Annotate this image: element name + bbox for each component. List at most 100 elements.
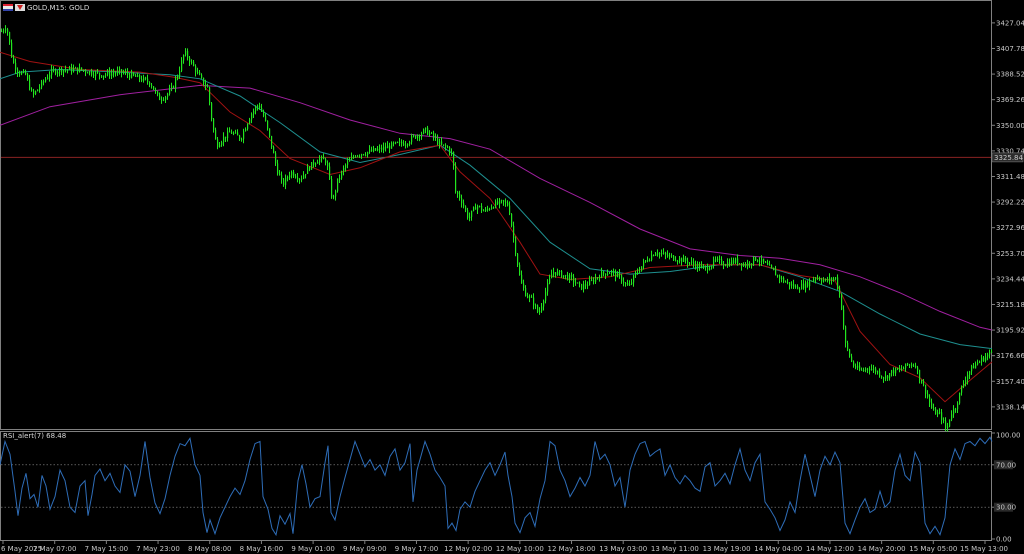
- candle-body: [435, 137, 437, 139]
- indicator-subwindow-frame[interactable]: [0, 431, 992, 541]
- candle-body: [51, 69, 53, 75]
- candle-body: [455, 165, 457, 192]
- candle-body: [361, 154, 363, 156]
- candle-body: [53, 69, 55, 71]
- one-click-trading-icon[interactable]: [15, 4, 25, 11]
- candle-body: [797, 286, 799, 290]
- candle-body: [41, 81, 43, 88]
- candle-body: [763, 258, 765, 262]
- candle-body: [863, 370, 865, 372]
- candle-body: [677, 260, 679, 262]
- candle-body: [619, 273, 621, 276]
- candle-body: [211, 103, 213, 119]
- candle-body: [941, 412, 943, 420]
- candle-body: [693, 261, 695, 265]
- candle-body: [527, 296, 529, 298]
- candle-body: [581, 283, 583, 290]
- candle-body: [419, 135, 421, 137]
- price-axis[interactable]: 3427.04 3407.78 3388.52 3369.26 3350.00 3330.…: [992, 19, 1024, 411]
- candle-body: [301, 178, 303, 180]
- candle-body: [729, 262, 731, 266]
- time-tick-label: 8 May 08:00: [188, 545, 232, 553]
- candle-body: [337, 178, 339, 192]
- candle-body: [849, 349, 851, 357]
- candle-body: [45, 79, 47, 82]
- candle-body: [969, 371, 971, 375]
- candle-body: [321, 156, 323, 159]
- candle-body: [133, 72, 135, 76]
- candle-body: [475, 207, 477, 210]
- time-tick-label: 15 May 05:00: [909, 545, 957, 553]
- candle-body: [909, 364, 911, 366]
- candle-body: [757, 260, 759, 262]
- candle-body: [983, 357, 985, 361]
- candle-body: [167, 93, 169, 97]
- candle-body: [15, 62, 17, 70]
- time-tick-label: 14 May 20:00: [858, 545, 906, 553]
- candle-body: [189, 57, 191, 63]
- candle-body: [223, 136, 225, 143]
- candle-body: [535, 305, 537, 307]
- candle-body: [353, 156, 355, 158]
- candle-body: [427, 127, 429, 135]
- candle-body: [119, 69, 121, 71]
- candle-body: [561, 271, 563, 278]
- candle-body: [141, 79, 143, 81]
- candle-body: [279, 173, 281, 176]
- candle-body: [101, 75, 103, 78]
- candle-body: [747, 262, 749, 267]
- candle-body: [369, 149, 371, 153]
- candle-body: [697, 263, 699, 268]
- time-tick-label: 12 May 18:00: [548, 545, 596, 553]
- candle-body: [579, 282, 581, 284]
- candle-body: [1, 31, 3, 33]
- candle-body: [39, 87, 41, 90]
- candle-body: [733, 260, 735, 263]
- candle-body: [27, 74, 29, 80]
- candle-body: [649, 260, 651, 262]
- candle-body: [293, 171, 295, 177]
- candle-body: [467, 210, 469, 218]
- time-tick-label: 9 May 01:00: [291, 545, 335, 553]
- candle-body: [799, 289, 801, 291]
- candle-body: [499, 200, 501, 204]
- candle-body: [19, 72, 21, 75]
- candle-body: [187, 50, 189, 58]
- candle-body: [333, 196, 335, 198]
- candle-body: [645, 260, 647, 262]
- candle-body: [465, 206, 467, 211]
- candle-body: [935, 408, 937, 415]
- candle-body: [99, 72, 101, 76]
- ma-mid-line: [0, 68, 993, 350]
- candle-body: [635, 272, 637, 276]
- candle-body: [11, 42, 13, 58]
- candle-body: [917, 367, 919, 370]
- time-tick-label: 14 May 04:00: [754, 545, 802, 553]
- candle-body: [315, 163, 317, 165]
- candle-body: [871, 368, 873, 370]
- candle-body: [725, 265, 727, 267]
- candle-body: [547, 283, 549, 292]
- candle-body: [699, 263, 701, 268]
- candle-body: [127, 72, 129, 75]
- flag-icon[interactable]: [3, 4, 13, 11]
- candle-body: [819, 278, 821, 281]
- candle-body: [785, 281, 787, 283]
- current-price-tag: [991, 152, 1024, 163]
- candle-body: [889, 373, 891, 379]
- candle-body: [895, 368, 897, 374]
- candle-body: [447, 146, 449, 148]
- candle-body: [207, 86, 209, 88]
- candle-body: [715, 259, 717, 261]
- candle-body: [291, 171, 293, 176]
- time-tick-label: 6 May 2025: [1, 545, 42, 553]
- candle-body: [505, 201, 507, 203]
- candle-body: [651, 255, 653, 261]
- candle-body: [241, 138, 243, 140]
- candle-body: [93, 74, 95, 76]
- candle-body: [585, 284, 587, 286]
- candle-body: [879, 371, 881, 377]
- candle-body: [601, 271, 603, 278]
